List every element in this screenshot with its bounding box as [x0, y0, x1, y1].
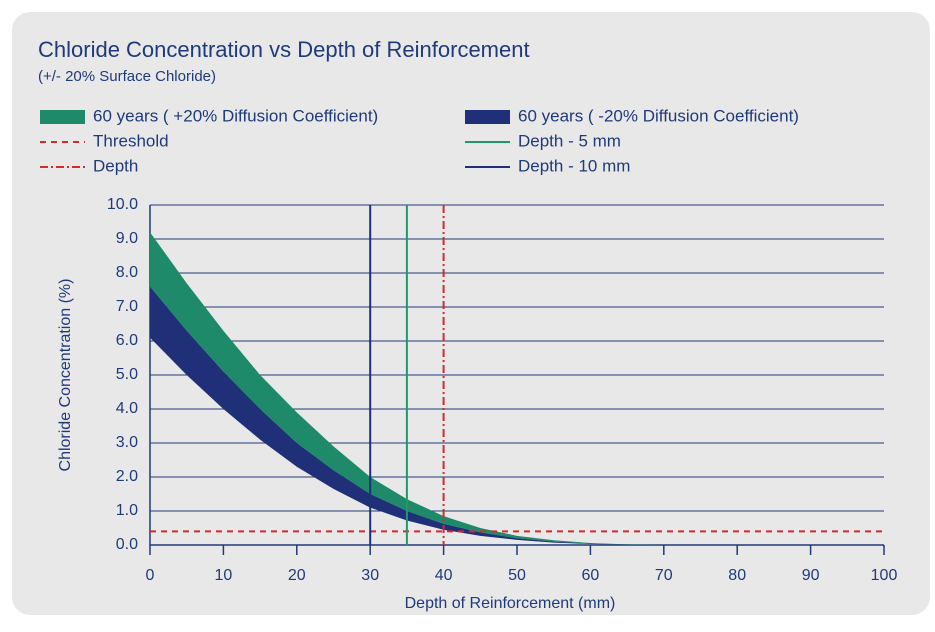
y-tick-label: 0.0 [116, 536, 138, 553]
y-tick-label: 1.0 [116, 502, 138, 519]
x-axis-label: Depth of Reinforcement (mm) [405, 595, 616, 612]
x-tick-label: 80 [728, 567, 746, 584]
x-tick-label: 100 [871, 567, 898, 584]
y-axis-label: Chloride Concentration (%) [57, 279, 74, 472]
band-area [150, 232, 664, 545]
legend-label: Depth - 10 mm [518, 156, 630, 175]
x-tick-label: 90 [802, 567, 820, 584]
y-tick-label: 6.0 [116, 332, 138, 349]
legend-label: Depth - 5 mm [518, 131, 621, 150]
y-tick-label: 9.0 [116, 230, 138, 247]
legend-label: Threshold [93, 131, 169, 150]
panel [12, 12, 930, 615]
x-tick-label: 40 [435, 567, 453, 584]
y-tick-label: 8.0 [116, 264, 138, 281]
x-tick-label: 60 [582, 567, 600, 584]
legend-label: 60 years ( -20% Diffusion Coefficient) [518, 106, 799, 125]
band-area [150, 286, 664, 545]
chart-title: Chloride Concentration vs Depth of Reinf… [38, 37, 530, 62]
x-tick-label: 50 [508, 567, 526, 584]
x-tick-label: 0 [146, 567, 155, 584]
y-tick-label: 5.0 [116, 366, 138, 383]
legend-label: Depth [93, 156, 138, 175]
y-tick-label: 3.0 [116, 434, 138, 451]
legend-label: 60 years ( +20% Diffusion Coefficient) [93, 106, 378, 125]
x-tick-label: 70 [655, 567, 673, 584]
y-tick-label: 2.0 [116, 468, 138, 485]
y-tick-label: 10.0 [107, 196, 138, 213]
y-tick-label: 4.0 [116, 400, 138, 417]
x-tick-label: 30 [361, 567, 379, 584]
chart-subtitle: (+/- 20% Surface Chloride) [38, 68, 216, 85]
legend-swatch [40, 110, 85, 124]
x-tick-label: 10 [215, 567, 233, 584]
legend-swatch [465, 110, 510, 124]
x-tick-label: 20 [288, 567, 306, 584]
y-tick-label: 7.0 [116, 298, 138, 315]
